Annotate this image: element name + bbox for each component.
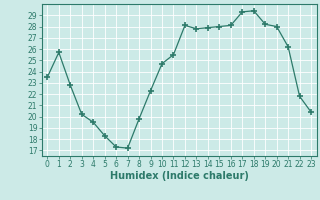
X-axis label: Humidex (Indice chaleur): Humidex (Indice chaleur) bbox=[110, 171, 249, 181]
